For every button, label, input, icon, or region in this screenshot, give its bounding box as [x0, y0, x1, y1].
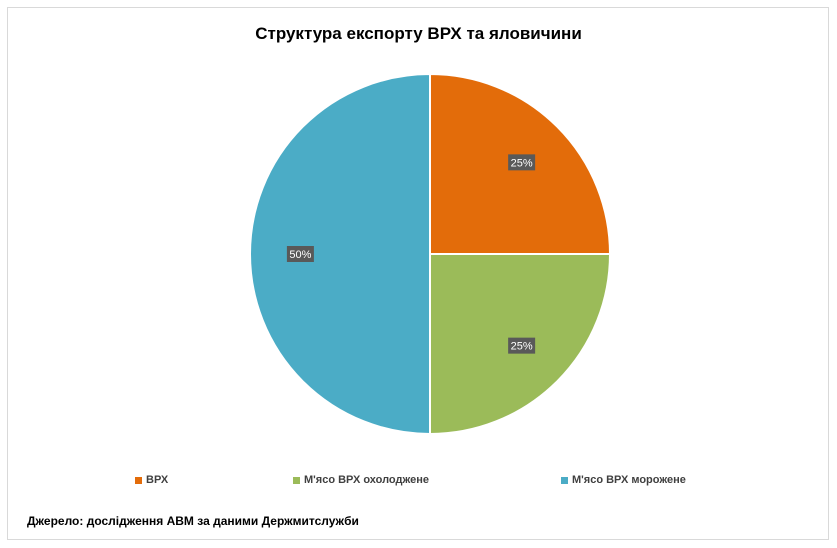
- legend-swatch-frozen-beef: [561, 476, 568, 484]
- chart-title: Структура експорту ВРХ та яловичини: [255, 24, 582, 43]
- data-label-chilled-beef: 25%: [508, 337, 536, 354]
- legend-item-chilled-beef: М'ясо ВРХ охолоджене: [293, 474, 429, 486]
- legend: ВРХ М'ясо ВРХ охолоджене М'ясо ВРХ морож…: [0, 474, 837, 488]
- legend-swatch-chilled-beef: [293, 476, 300, 484]
- legend-item-frozen-beef: М'ясо ВРХ морожене: [561, 474, 686, 486]
- legend-swatch-vrkh: [135, 476, 142, 484]
- legend-label-vrkh: ВРХ: [146, 474, 169, 486]
- source-note: Джерело: дослідження АВМ за даними Держм…: [27, 514, 359, 528]
- legend-item-vrkh: ВРХ: [135, 474, 168, 486]
- svg-text:25%: 25%: [511, 157, 533, 169]
- svg-text:25%: 25%: [511, 341, 533, 353]
- data-label-frozen-beef: 50%: [286, 246, 314, 262]
- legend-label-chilled-beef: М'ясо ВРХ охолоджене: [304, 474, 430, 486]
- pie-slice-frozen-beef: [249, 72, 431, 436]
- legend-label-frozen-beef: М'ясо ВРХ морожене: [572, 474, 686, 486]
- data-label-vrkh: 25%: [508, 154, 536, 171]
- svg-text:50%: 50%: [289, 249, 311, 261]
